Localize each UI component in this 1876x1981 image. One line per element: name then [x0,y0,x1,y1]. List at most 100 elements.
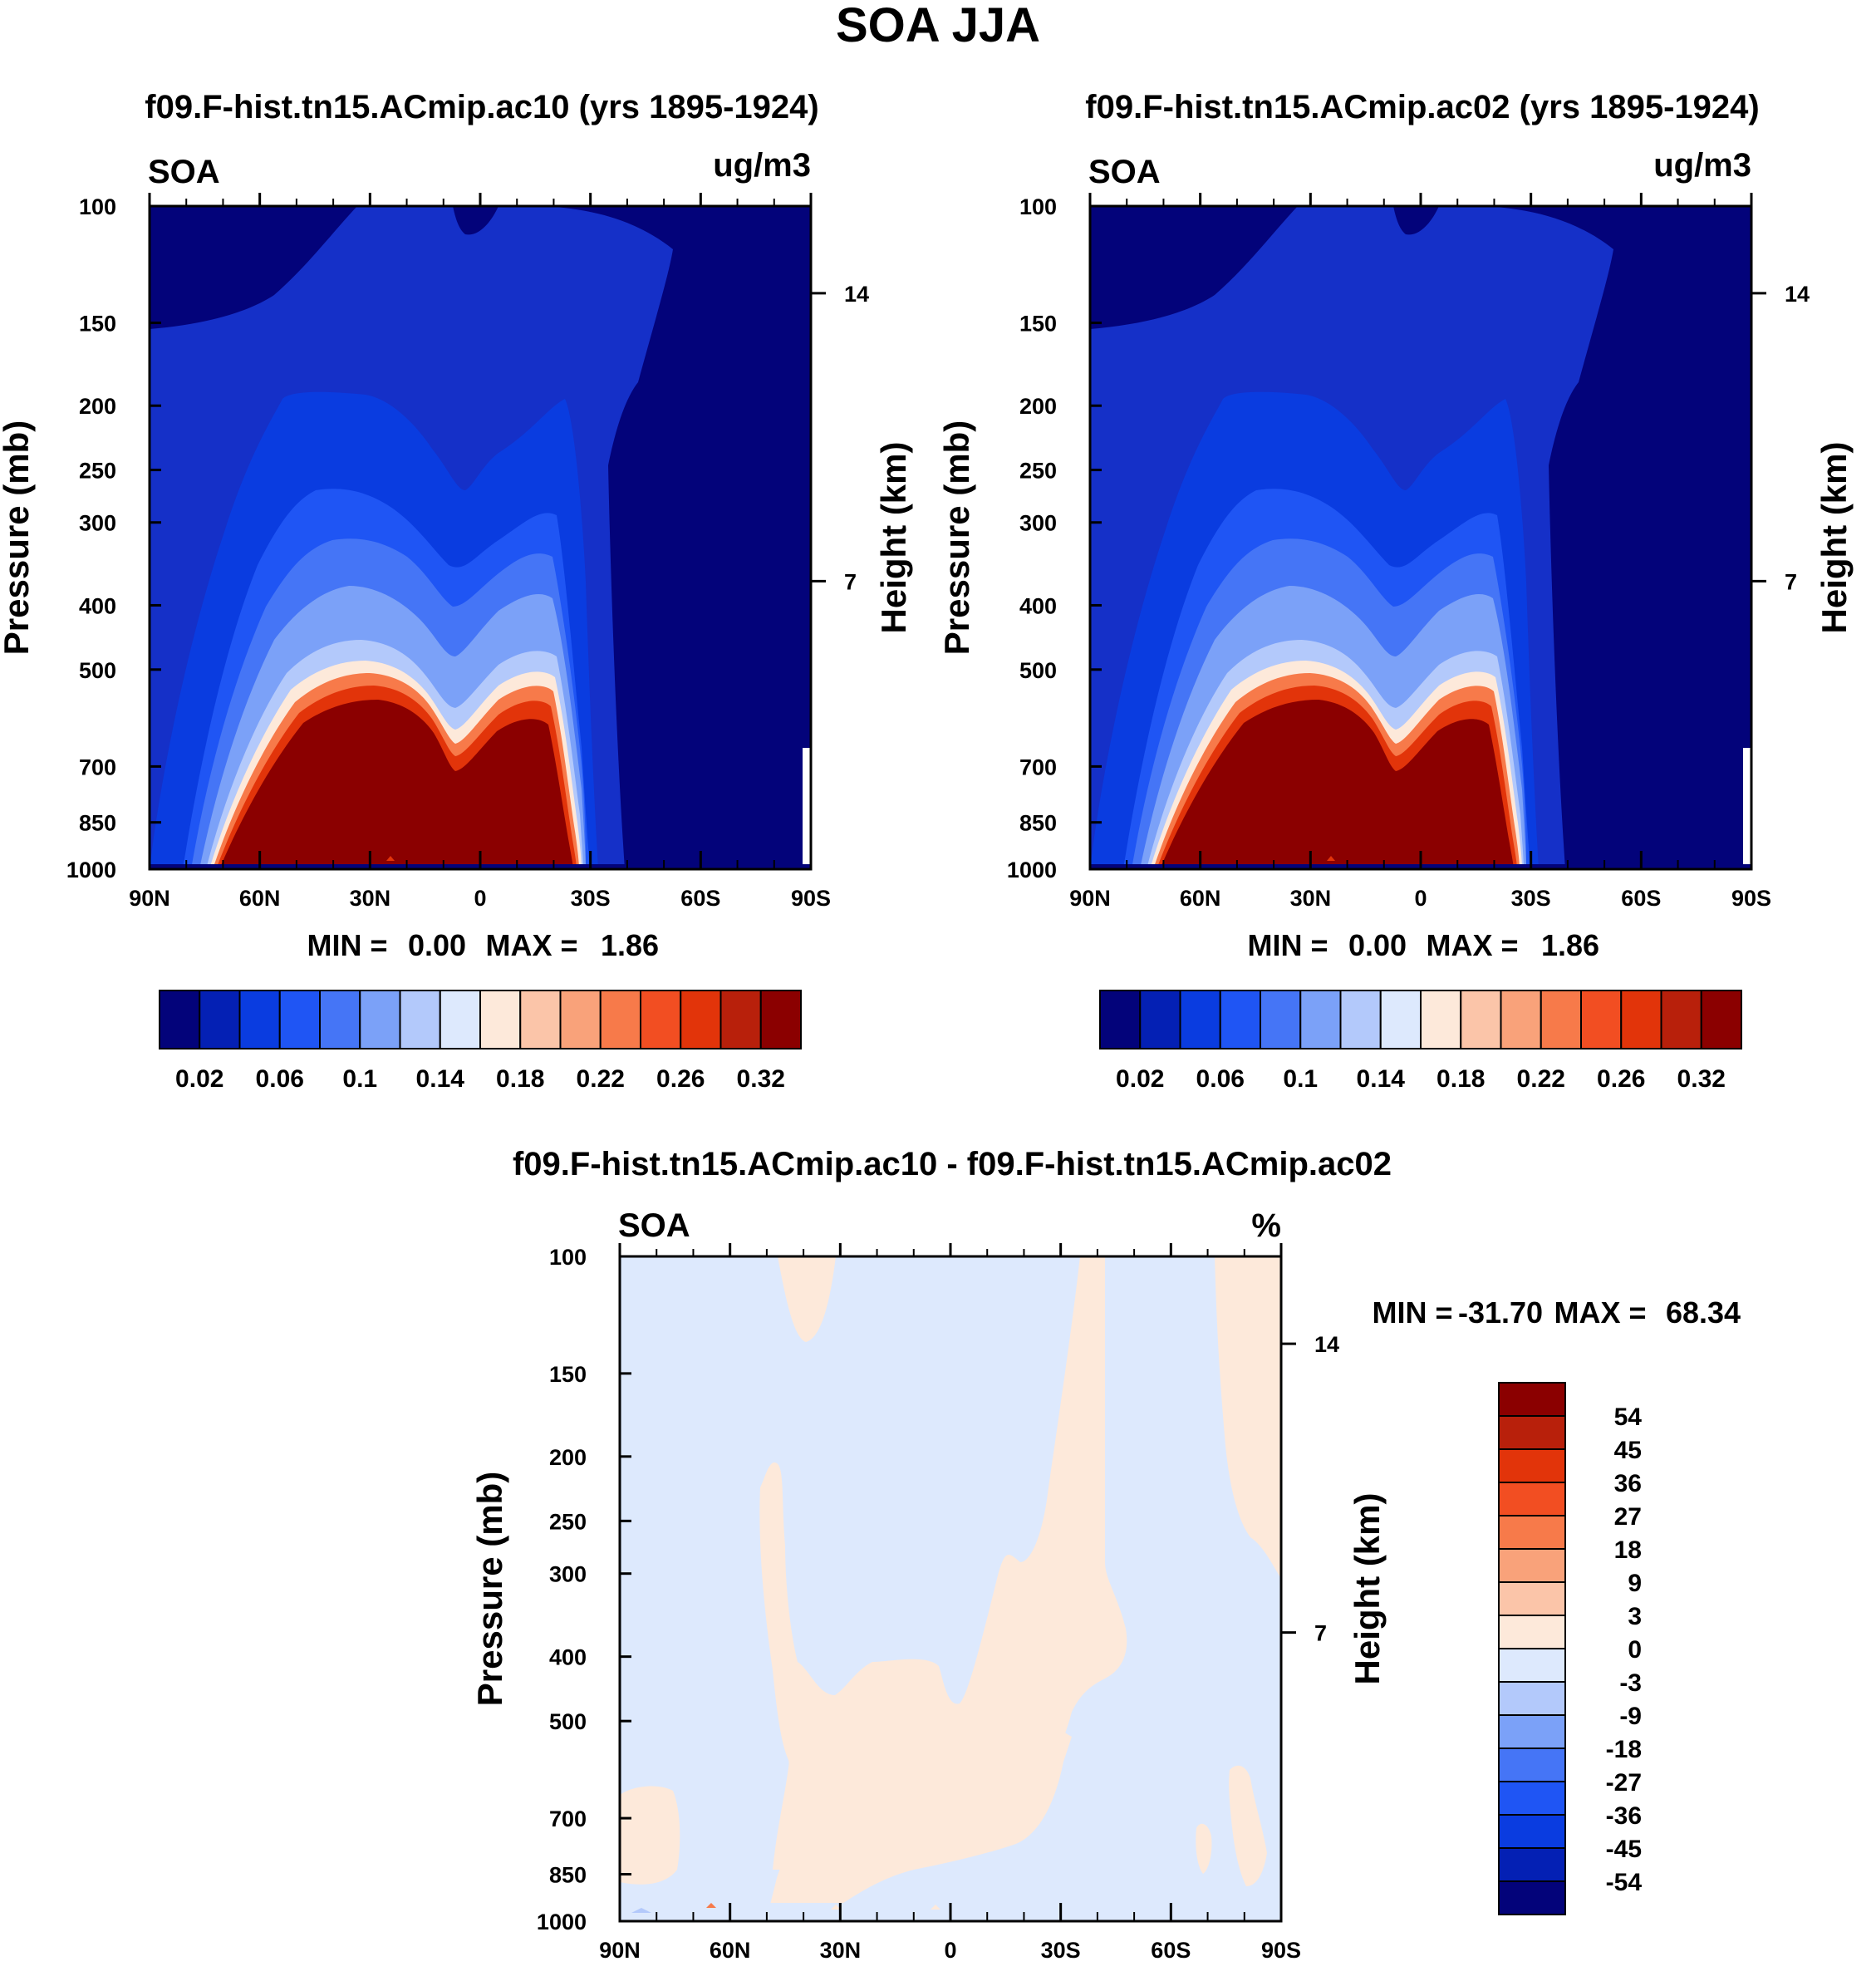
height-axis-label: Height (km) [874,442,913,634]
colorbar-box [1620,990,1662,1049]
contour-field [150,206,811,870]
height-tick-label: 14 [1314,1332,1339,1357]
colorbar-box [1500,990,1542,1049]
units-label: ug/m3 [1653,147,1751,184]
y-tick-label: 850 [79,811,116,836]
panel-ac10: f09.F-hist.tn15.ACmip.ac10 (yrs 1895-192… [0,89,913,1093]
figure-title: SOA JJA [836,0,1040,52]
x-tick-label: 0 [1414,886,1427,911]
colorbar-box [1498,1748,1566,1782]
colorbar-box [1179,990,1221,1049]
min-value: 0.00 [1348,928,1407,962]
colorbar-label: 0.32 [1677,1065,1726,1093]
x-tick-label: 60S [1151,1938,1191,1963]
y-tick-label: 300 [549,1562,587,1587]
y-tick-label: 400 [79,593,116,618]
plot-frame: 100 150 200 250 300 400 500 700 850 1000 14 7 90N 60N… [66,193,869,911]
colorbar-box [159,990,201,1049]
height-tick-label: 14 [844,282,869,307]
colorbar-label: 0 [1628,1636,1642,1664]
x-tick-label: 60S [1621,886,1661,911]
x-tick-label: 30N [350,886,391,911]
colorbar-label: 0.1 [1283,1065,1318,1093]
variable-label: SOA [1088,154,1161,190]
colorbar-label: 27 [1614,1503,1642,1531]
y-tick-label: 400 [1019,593,1057,618]
plot-frame: 100 150 200 250 300 400 500 700 850 1000 14 7 90N 60N… [537,1243,1339,1963]
min-label: MIN = [1247,928,1328,962]
max-label: MAX = [485,928,577,962]
colorbar-box [399,990,441,1049]
colorbar-label: -36 [1606,1802,1642,1830]
colorbar-box [1219,990,1261,1049]
colorbar-box [1379,990,1422,1049]
height-tick-label: 7 [1785,569,1797,594]
y-tick-label: 850 [1019,811,1057,836]
colorbar: 54 45 36 27 18 9 3 0 -3 -9 -18 -27 -36 -45 -54 [1498,1382,1643,1915]
colorbar-label: -18 [1606,1736,1642,1763]
height-tick-label: 14 [1785,282,1810,307]
max-label: MAX = [1426,928,1518,962]
colorbar-label: 0.22 [577,1065,625,1093]
plot-frame: 100 150 200 250 300 400 500 700 850 1000 14 7 90N 60N… [1007,193,1810,911]
x-tick-label: 90S [1731,886,1771,911]
height-axis-label: Height (km) [1815,442,1854,634]
colorbar-box [1498,1714,1566,1749]
y-tick-label: 1000 [537,1910,587,1934]
colorbar-box [1660,990,1702,1049]
colorbar-box [759,990,802,1049]
colorbar-box [1260,990,1302,1049]
y-tick-label: 150 [79,312,116,337]
y-tick-label: 400 [549,1645,587,1670]
colorbar-label: 0.18 [496,1065,544,1093]
colorbar-box [1498,1781,1566,1816]
colorbar-label: 0.26 [656,1065,705,1093]
y-tick-label: 200 [79,394,116,419]
y-tick-label: 100 [549,1245,587,1270]
panel-difference: f09.F-hist.tn15.ACmip.ac10 - f09.F-hist.… [470,1146,1741,1963]
min-value: 0.00 [408,928,466,962]
colorbar-label: 0.02 [1116,1065,1164,1093]
y-tick-label: 150 [1019,312,1057,337]
height-tick-label: 7 [844,569,857,594]
x-tick-label: 30N [1290,886,1332,911]
y-axis-label: Pressure (mb) [470,1472,509,1706]
units-label: ug/m3 [713,147,811,184]
colorbar-box [1498,1648,1566,1683]
colorbar-label: -45 [1606,1836,1642,1863]
colorbar-box [719,990,762,1049]
panel-title: f09.F-hist.tn15.ACmip.ac02 (yrs 1895-192… [1085,89,1759,125]
colorbar-box [1498,1548,1566,1583]
min-value: -31.70 [1458,1295,1543,1330]
colorbar-box [1498,1515,1566,1550]
colorbar-box [640,990,682,1049]
colorbar-box [278,990,321,1049]
y-tick-label: 500 [79,658,116,683]
x-tick-label: 90N [1069,886,1111,911]
colorbar: 0.02 0.06 0.1 0.14 0.18 0.22 0.26 0.32 [1099,990,1742,1093]
colorbar-box [1580,990,1623,1049]
height-axis-label: Height (km) [1348,1493,1387,1685]
x-tick-label: 90N [129,886,170,911]
y-tick-label: 700 [1019,755,1057,779]
y-tick-label: 1000 [66,858,116,882]
colorbar-box [1498,1681,1566,1716]
colorbar-box [1420,990,1462,1049]
y-tick-label: 250 [1019,459,1057,484]
y-tick-label: 700 [79,755,116,779]
colorbar-box [1460,990,1502,1049]
colorbar-box [559,990,602,1049]
x-tick-label: 30S [1511,886,1551,911]
min-label: MIN = [1372,1295,1452,1330]
x-tick-label: 60S [680,886,720,911]
colorbar-label: -54 [1606,1869,1643,1896]
colorbar-label: 54 [1614,1403,1643,1431]
colorbar-label: 0.1 [342,1065,377,1093]
colorbar-box [1700,990,1742,1049]
min-label: MIN = [307,928,387,962]
y-tick-label: 100 [1019,194,1057,219]
colorbar-label: 36 [1614,1470,1642,1497]
colorbar-box [1498,1847,1566,1882]
y-tick-label: 850 [549,1863,587,1888]
